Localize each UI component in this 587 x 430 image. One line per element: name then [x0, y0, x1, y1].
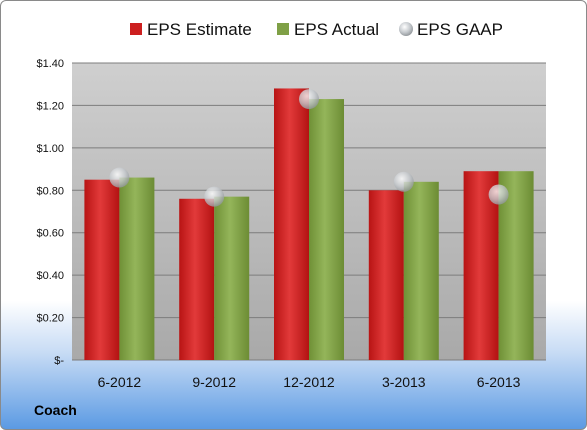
y-tick-label: $0.80	[36, 185, 64, 197]
x-tick-label: 6-2013	[477, 374, 521, 390]
eps-actual-bar	[214, 196, 250, 360]
eps-gaap-point	[204, 186, 225, 207]
eps-estimate-bar	[84, 179, 120, 360]
y-tick-label: $1.40	[36, 58, 64, 70]
y-axis-tick-labels: $- $0.20 $0.40 $0.60 $0.80 $1.00 $1.20 $1.40	[36, 58, 64, 367]
y-tick-label: $1.20	[36, 100, 64, 112]
legend-label: EPS Estimate	[147, 20, 252, 39]
eps-gaap-point	[109, 167, 130, 188]
x-axis-tick-labels: 6-2012 9-2012 12-2012 3-2013 6-2013	[98, 374, 521, 390]
eps-actual-bar	[119, 177, 155, 360]
company-name: Coach	[34, 402, 77, 418]
eps-actual-bar	[498, 171, 534, 360]
eps-estimate-bar	[274, 88, 309, 360]
eps-estimate-bar	[463, 171, 499, 360]
gaap-points	[109, 89, 509, 207]
eps-actual-bar	[309, 99, 344, 361]
x-tick-label: 9-2012	[192, 374, 236, 390]
y-tick-label: $0.20	[36, 313, 64, 325]
legend-label: EPS GAAP	[417, 20, 503, 39]
legend-swatch-estimate	[130, 23, 142, 35]
y-tick-label: $0.60	[36, 228, 64, 240]
x-tick-label: 3-2013	[382, 374, 426, 390]
x-tick-label: 6-2012	[98, 374, 142, 390]
legend: EPS Estimate EPS Actual EPS GAAP	[130, 20, 503, 39]
eps-gaap-point	[488, 184, 509, 205]
eps-actual-bar	[403, 181, 439, 360]
bar-series	[84, 88, 534, 361]
legend-swatch-gaap	[399, 22, 413, 36]
legend-swatch-actual	[277, 23, 289, 35]
eps-estimate-bar	[368, 190, 404, 360]
x-tick-label: 12-2012	[283, 374, 335, 390]
y-tick-label: $1.00	[36, 143, 64, 155]
legend-label: EPS Actual	[294, 20, 379, 39]
y-tick-label: $0.40	[36, 270, 64, 282]
eps-estimate-bar	[179, 198, 215, 360]
eps-gaap-point	[393, 171, 414, 192]
eps-gaap-point	[299, 89, 319, 110]
y-tick-label: $-	[54, 355, 64, 367]
